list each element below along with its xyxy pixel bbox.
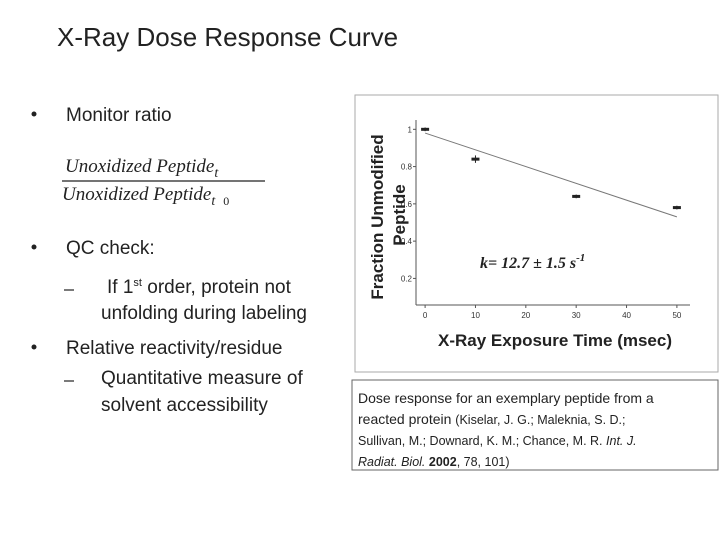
- caption: Sullivan, M.; Downard, K. M.; Chance, M.…: [358, 434, 637, 448]
- data-point: [471, 157, 480, 161]
- sub-bullet-text: solvent accessibility: [101, 395, 268, 416]
- fraction-denominator: Unoxidized Peptidet 0: [62, 184, 229, 209]
- x-tick-label: 40: [622, 311, 631, 320]
- y-tick-label: 0.2: [401, 274, 413, 283]
- data-point: [572, 194, 581, 198]
- sub-bullet-text: If 1st order, protein not: [107, 277, 292, 298]
- y-tick-label: 0.8: [401, 163, 413, 172]
- bullet-text: QC check:: [66, 238, 155, 259]
- x-tick-label: 30: [572, 311, 581, 320]
- y-axis-label: Peptide: [390, 184, 409, 245]
- y-tick-label: 1: [408, 125, 413, 134]
- y-tick-label: 0.4: [401, 237, 413, 246]
- caption-box: [351, 379, 719, 471]
- annotation-text: k= 12.7 ± 1.5 s: [480, 255, 576, 272]
- annotation-sup: -1: [576, 252, 585, 264]
- data-point: [672, 206, 681, 210]
- fraction-numerator: Unoxidized Peptidet: [65, 156, 219, 181]
- y-axis-label: Fraction Unmodified: [368, 134, 387, 299]
- chart: 0.20.40.60.810 10 20 30 40 50X-Ray Exposure T…: [368, 120, 690, 350]
- bullet-text: Relative reactivity/residue: [66, 338, 282, 359]
- x-axis-label: X-Ray Exposure Time (msec): [438, 331, 672, 350]
- y-tick-label: 0.6: [401, 200, 413, 209]
- caption: reacted protein (Kiselar, J. G.; Malekni…: [358, 411, 626, 427]
- bullet: [31, 244, 37, 250]
- bullet: [31, 111, 37, 117]
- caption: Dose response for an exemplary peptide f…: [358, 390, 654, 406]
- x-tick-label: 20: [521, 311, 530, 320]
- annotation: k= 12.7 ± 1.5 s-1: [480, 252, 585, 272]
- bullet-text: Monitor ratio: [66, 105, 172, 126]
- sub-bullet-text: Quantitative measure of: [101, 368, 303, 389]
- bullet: [31, 344, 37, 350]
- x-tick-label: 10: [471, 311, 480, 320]
- x-tick-label: 50: [672, 311, 681, 320]
- x-tick-label: 0: [423, 311, 428, 320]
- fit-line: [424, 132, 678, 218]
- sub-bullet-text: unfolding during labeling: [101, 303, 307, 324]
- slide-title: X-Ray Dose Response Curve: [57, 22, 398, 52]
- data-point: [421, 127, 430, 131]
- caption: Radiat. Biol. 2002, 78, 101): [358, 455, 510, 469]
